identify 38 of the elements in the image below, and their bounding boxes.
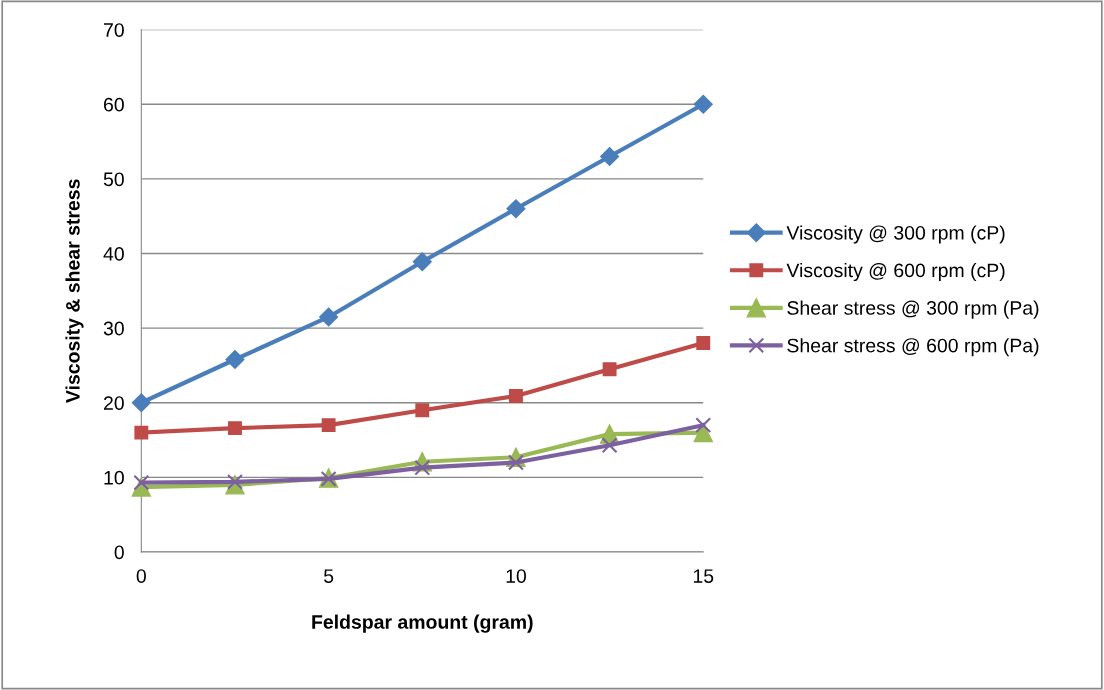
y-tick-label: 60 [104,97,124,112]
y-tick-label: 20 [104,396,124,410]
y-tick-label: 40 [103,246,124,261]
point [506,199,526,219]
x-axis-title: Feldspar amount (gram) [312,614,533,633]
point [602,362,617,377]
point [693,94,713,114]
x-tick-label: 10 [506,569,526,583]
point [414,459,431,476]
point [319,307,339,327]
point [695,417,712,434]
legend-label: Shear stress @ 300 rpm (Pa) [787,300,1039,319]
point [696,336,711,351]
legend-label: Viscosity @ 300 rpm (cP) [786,225,1005,244]
x-tick-label: 0 [136,569,146,583]
point [133,474,150,491]
legend-label: Shear stress @ 600 rpm (Pa) [787,338,1039,357]
point [601,437,618,454]
point [131,393,151,413]
point [225,349,245,370]
x-tick-label: 5 [324,569,334,583]
y-tick-label: 10 [104,470,124,485]
point [134,425,149,440]
point [412,252,432,272]
point [228,421,242,436]
x-tick-label: 15 [693,569,714,583]
point [415,403,430,418]
legend-label: Viscosity @ 600 rpm (cP) [786,262,1005,282]
y-tick-label: 50 [103,172,124,187]
point [508,389,523,403]
point [321,418,336,433]
y-tick-label: 30 [103,321,124,336]
y-tick-label: 0 [114,545,124,560]
y-tick-label: 70 [104,23,124,37]
point [507,454,524,471]
point [600,146,620,167]
point [226,473,243,490]
y-axis-title: Viscosity & shear stress [65,179,84,403]
